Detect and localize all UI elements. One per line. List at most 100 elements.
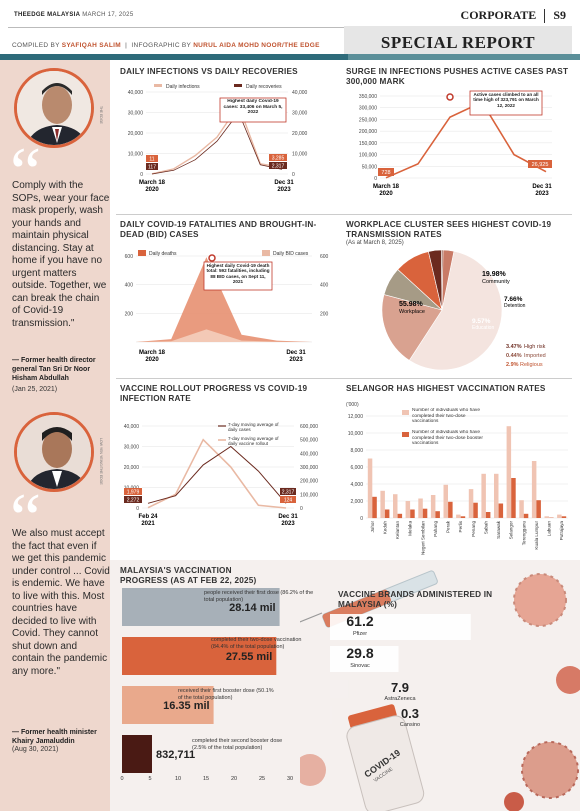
virus-icon: [521, 741, 579, 799]
y-tick: 8,000: [350, 448, 363, 454]
x-start-year: 2020: [145, 187, 159, 193]
x-tick: 10: [175, 776, 181, 782]
annotation-box: [203, 261, 273, 291]
legend-recoveries: Daily recoveries: [246, 84, 282, 90]
y-tick: 2,000: [350, 499, 363, 505]
quote-mark-icon: “: [10, 480, 42, 557]
x-end-year: 2023: [277, 187, 291, 193]
progress-value: 832,711: [156, 749, 195, 761]
pie-label-religious: Religious: [520, 362, 543, 368]
chart1-title: DAILY INFECTIONS VS DAILY RECOVERIES: [120, 67, 298, 76]
start-label-box: [378, 168, 394, 176]
progress-value: 27.55 mil: [226, 651, 272, 663]
legend-rollout: 7-day moving average of daily vaccine ro…: [228, 436, 279, 447]
desc-3: received their first booster dose (50.1%…: [178, 688, 274, 701]
chart1-annotation: Highest daily Covid-19 cases: 33,406 on …: [223, 99, 283, 116]
brand-bar: [330, 706, 332, 724]
chart6-state-bars: ('000) 0 2,000 4,000 6,000 8,000 10,000 12,000…: [346, 402, 568, 555]
x-end: Dec 31: [274, 180, 294, 186]
end-label-b: 124: [284, 498, 293, 504]
annotation-box: [469, 90, 543, 116]
desc-2: completed their two-dose vaccination (84…: [211, 637, 302, 650]
y-tick: 12,000: [348, 414, 364, 420]
start-label-b: 2,272: [127, 498, 140, 504]
legend-booster: Number of individuals who have completed…: [412, 430, 483, 447]
chart5-vaccine-vs-cases: 010,00020,00030,00040,0000100,000200,000…: [124, 422, 319, 527]
pie-label-detention: Detention: [504, 303, 526, 309]
bar-booster: [422, 508, 428, 518]
y-tick: 300,000: [359, 106, 377, 112]
series-cases: [147, 445, 287, 504]
x-tick-state: Perak: [446, 520, 451, 533]
chart8-title: VACCINE BRANDS ADMINISTERED IN MALAYSIA …: [338, 590, 493, 609]
end-label-b: 2,317: [272, 164, 285, 170]
end-label-b-box: [269, 162, 287, 169]
progress-bar: [122, 686, 214, 724]
end-label-b-box: [280, 496, 296, 503]
quote-mark-icon: “: [10, 134, 42, 211]
desc-4: completed their second booster dose (2.5…: [192, 738, 283, 751]
bar-two-dose: [519, 500, 524, 518]
end-label-a: 3,285: [272, 156, 285, 162]
chart4-title: WORKPLACE CLUSTER SEES HIGHEST COVID-19 …: [346, 220, 552, 239]
x-tick: 0: [120, 776, 123, 782]
x-start-year: 2020: [379, 191, 393, 197]
bar-booster: [435, 511, 440, 518]
pie-label-highrisk-pct: 3.47%: [506, 344, 522, 350]
bar-two-dose: [456, 514, 461, 518]
bar-two-dose: [544, 516, 549, 518]
y-tick: 250,000: [359, 117, 377, 123]
y-tick-left: 40,000: [128, 90, 144, 96]
y-tick: 200,000: [359, 129, 377, 135]
brand-name: Sinovac: [350, 663, 370, 669]
x-end-year: 2023: [535, 191, 549, 197]
portrait-khairy: [14, 412, 94, 492]
x-tick-state: Putrajaya: [559, 521, 564, 541]
end-label-a: 2,317: [282, 490, 295, 496]
x-start-year: 2021: [141, 521, 155, 527]
bar-booster: [561, 516, 567, 518]
start-label-b: 117: [148, 165, 156, 171]
legend-swatch-infections: [154, 84, 162, 87]
progress-bar: [122, 637, 277, 675]
bar-booster: [460, 516, 466, 518]
y-tick-left: 30,000: [128, 111, 144, 117]
x-tick: 20: [231, 776, 237, 782]
x-end-year: 2023: [281, 521, 295, 527]
y-tick: 350,000: [359, 94, 377, 100]
series-recoveries: [151, 111, 283, 175]
y-tick-left: 0: [140, 172, 143, 178]
legend-infections: Daily infections: [166, 84, 200, 90]
y-tick-right: 200,000: [300, 479, 318, 485]
x-end: Dec 31: [286, 350, 306, 356]
bar-two-dose: [405, 501, 411, 518]
virus-syringe-illustration: COVID-19 VACCINE: [300, 570, 580, 811]
y-tick: 6,000: [350, 465, 363, 471]
y-tick: 150,000: [359, 141, 377, 147]
quote-1-attribution: — Former health director general Tan Sri…: [12, 357, 96, 382]
x-start: March 18: [139, 350, 166, 356]
x-tick-state: Johor: [370, 521, 375, 533]
y-tick: 4,000: [350, 482, 363, 488]
bar-two-dose: [468, 489, 474, 518]
chart2-active-cases: 0 50,000 100,000 150,000 200,000 250,000 300,0…: [359, 90, 552, 197]
chart5-title: VACCINE ROLLOUT PROGRESS VS COVID-19 INF…: [120, 384, 308, 403]
legend-swatch-bid: [262, 250, 270, 256]
x-tick: 25: [259, 776, 265, 782]
annotation-box: [219, 97, 287, 123]
x-tick-state: Selangor: [509, 521, 514, 540]
pie-label-education: Education: [472, 325, 494, 331]
peak-marker: [208, 254, 216, 262]
x-tick-state: Negeri Sembilan: [420, 521, 425, 555]
chart7-progress-bars: 28.14 mil 27.55 mil 16.35 mil 832,711 0 5 10 15…: [120, 588, 293, 782]
pie-label-community-pct: 19.98%: [482, 271, 507, 278]
pie-label-imported-pct: 0.44%: [506, 353, 522, 359]
x-tick-state: Sabah: [483, 521, 488, 535]
bar-booster: [384, 509, 390, 518]
virus-icon: [513, 573, 567, 627]
end-label-box: [528, 160, 552, 168]
chart6-unit: ('000): [346, 402, 359, 408]
photo-credit-1: THE EDGE: [99, 106, 103, 124]
y-tick-right: 400,000: [300, 451, 318, 457]
y-tick-right: 0: [300, 506, 303, 512]
